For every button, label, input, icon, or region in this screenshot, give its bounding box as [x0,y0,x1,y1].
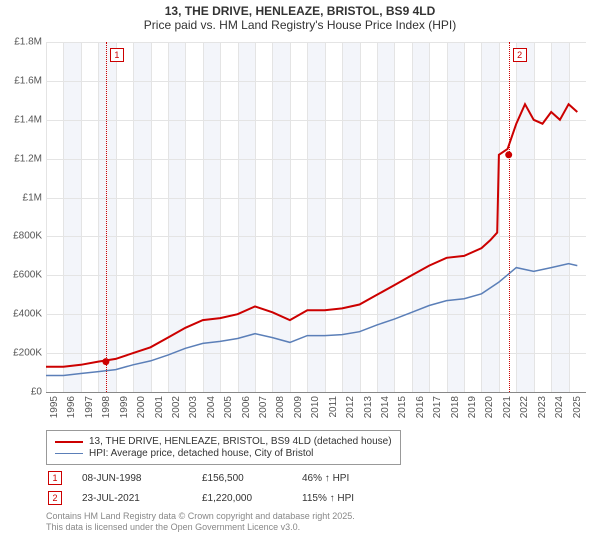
x-tick-label: 2024 [554,396,565,418]
x-tick-label: 2005 [223,396,234,418]
x-tick-label: 2018 [450,396,461,418]
sale-price: £1,220,000 [202,493,282,504]
title-subtitle: Price paid vs. HM Land Registry's House … [0,18,600,32]
sale-vline [106,42,107,392]
y-tick-label: £1M [23,192,42,203]
legend-label: HPI: Average price, detached house, City… [89,448,313,459]
x-tick-label: 2014 [380,396,391,418]
x-tick-label: 1997 [84,396,95,418]
series-property [46,104,577,367]
x-tick-label: 2007 [258,396,269,418]
x-tick-label: 2002 [171,396,182,418]
series-hpi [46,264,577,376]
x-tick-label: 1996 [66,396,77,418]
x-tick-label: 2001 [154,396,165,418]
y-tick-label: £200K [13,348,42,359]
sale-date: 08-JUN-1998 [82,473,182,484]
chart-area: 12 £0£200K£400K£600K£800K£1M£1.2M£1.4M£1… [46,42,586,392]
legend-label: 13, THE DRIVE, HENLEAZE, BRISTOL, BS9 4L… [89,436,392,447]
sale-row: 2 23-JUL-2021 £1,220,000 115% ↑ HPI [46,491,586,505]
x-tick-label: 2020 [484,396,495,418]
x-tick-label: 2009 [293,396,304,418]
sale-number-box: 2 [48,491,62,505]
x-tick-label: 2019 [467,396,478,418]
x-tick-label: 2000 [136,396,147,418]
x-tick-label: 2021 [502,396,513,418]
sale-price: £156,500 [202,473,282,484]
y-tick-label: £1.6M [14,75,42,86]
x-tick-label: 2004 [206,396,217,418]
gridline-h [46,392,586,393]
x-tick-label: 2006 [241,396,252,418]
x-tick-label: 2003 [188,396,199,418]
x-tick-label: 2025 [572,396,583,418]
x-tick-label: 1995 [49,396,60,418]
sale-marker-box: 2 [513,48,527,62]
x-tick-label: 2023 [537,396,548,418]
y-tick-label: £600K [13,270,42,281]
y-tick-label: £1.2M [14,153,42,164]
sale-row: 1 08-JUN-1998 £156,500 46% ↑ HPI [46,471,586,485]
legend-row: 13, THE DRIVE, HENLEAZE, BRISTOL, BS9 4L… [55,436,392,447]
footer-line2: This data is licensed under the Open Gov… [46,522,586,533]
legend-row: HPI: Average price, detached house, City… [55,448,392,459]
y-tick-label: £400K [13,309,42,320]
sale-hpi-delta: 115% ↑ HPI [302,493,354,504]
footer-note: Contains HM Land Registry data © Crown c… [46,511,586,533]
sale-vline [509,42,510,392]
y-tick-label: £0 [31,387,42,398]
x-tick-label: 2013 [363,396,374,418]
x-tick-label: 2011 [328,396,339,418]
x-tick-label: 1999 [119,396,130,418]
x-tick-label: 2022 [519,396,530,418]
x-tick-label: 2010 [310,396,321,418]
x-tick-label: 2017 [432,396,443,418]
x-tick-label: 2016 [415,396,426,418]
x-tick-label: 2015 [397,396,408,418]
sales-block: 1 08-JUN-1998 £156,500 46% ↑ HPI 2 23-JUL-202… [46,471,586,505]
line-plot [46,42,586,392]
y-tick-label: £800K [13,231,42,242]
legend-box: 13, THE DRIVE, HENLEAZE, BRISTOL, BS9 4L… [46,430,401,465]
x-tick-label: 1998 [101,396,112,418]
sale-date: 23-JUL-2021 [82,493,182,504]
y-tick-label: £1.4M [14,114,42,125]
chart-container: 13, THE DRIVE, HENLEAZE, BRISTOL, BS9 4L… [0,0,600,560]
sale-marker-box: 1 [110,48,124,62]
sale-hpi-delta: 46% ↑ HPI [302,473,349,484]
title-address: 13, THE DRIVE, HENLEAZE, BRISTOL, BS9 4L… [0,4,600,18]
title-block: 13, THE DRIVE, HENLEAZE, BRISTOL, BS9 4L… [0,0,600,32]
sale-number-box: 1 [48,471,62,485]
legend-swatch [55,441,83,443]
footer-line1: Contains HM Land Registry data © Crown c… [46,511,586,522]
legend-swatch [55,453,83,454]
x-tick-label: 2008 [275,396,286,418]
x-tick-label: 2012 [345,396,356,418]
y-tick-label: £1.8M [14,37,42,48]
legend-footer: 13, THE DRIVE, HENLEAZE, BRISTOL, BS9 4L… [46,430,586,533]
